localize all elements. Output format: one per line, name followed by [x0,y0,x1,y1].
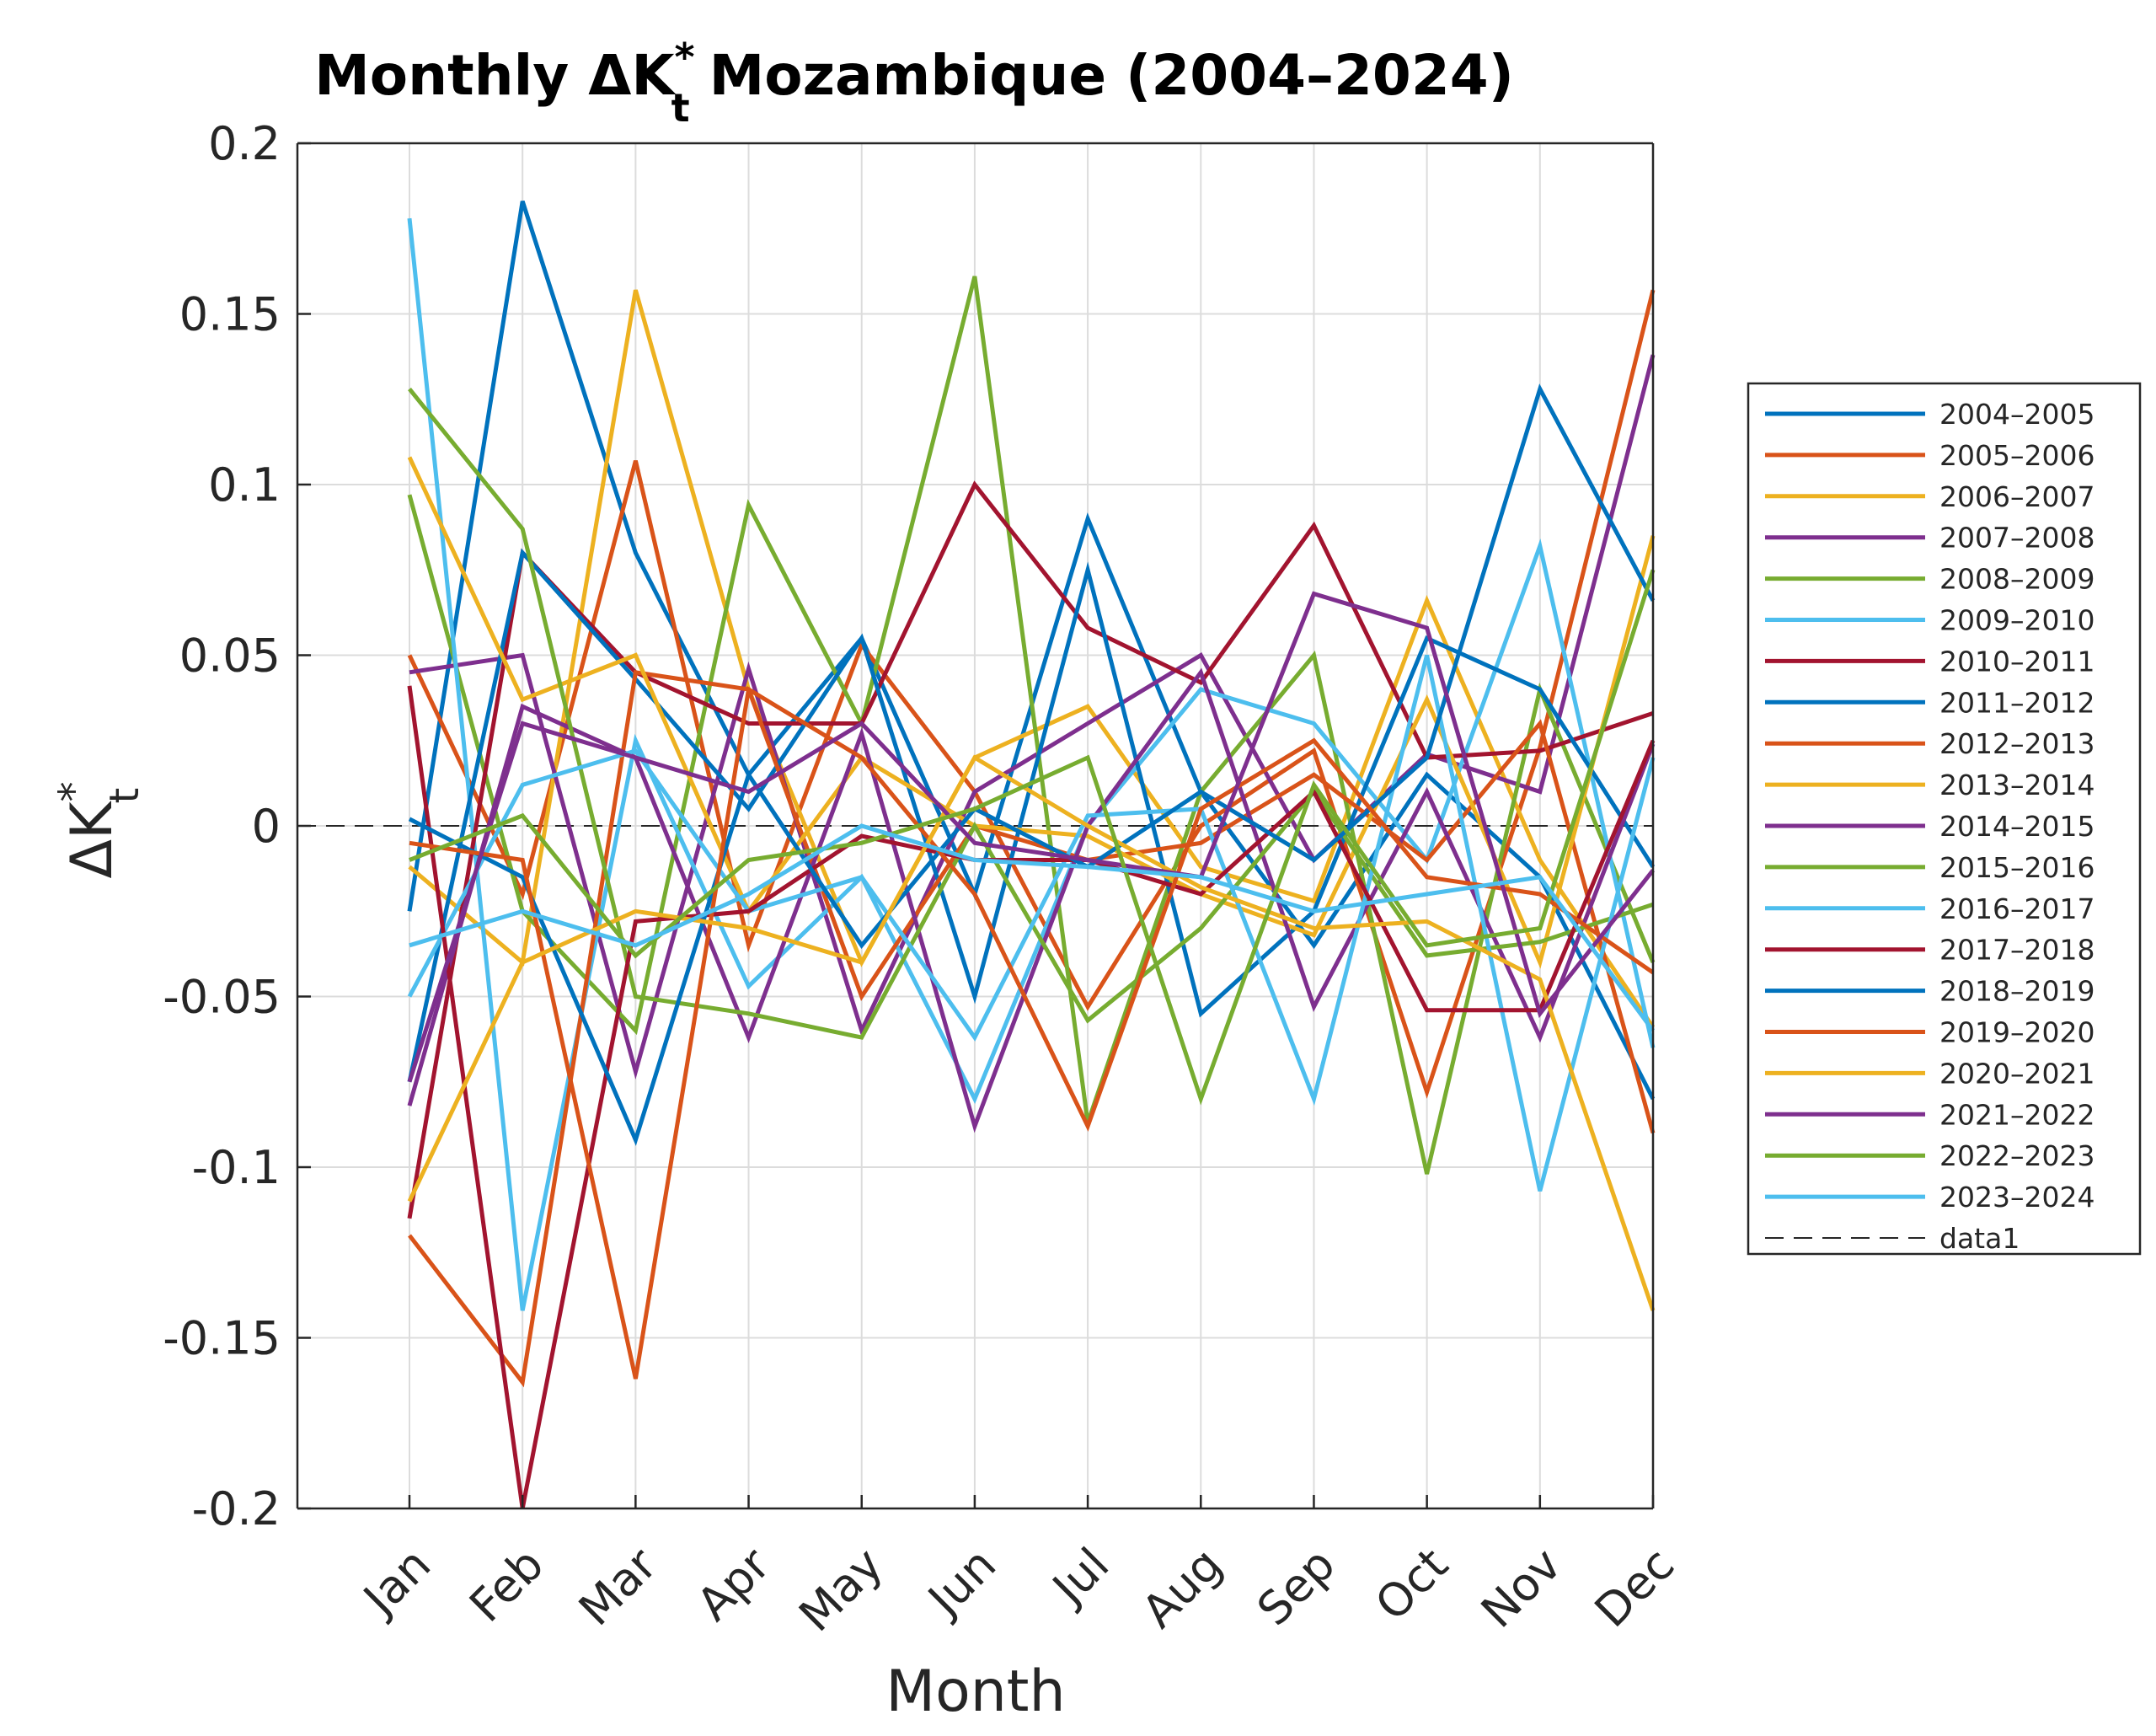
legend-label: 2012–2013 [1939,727,2094,760]
legend-label: 2020–2021 [1939,1057,2094,1090]
series-line-2005-2006 [407,289,1656,1099]
series-line-2023-2024 [409,823,1656,1032]
y-tick-label: -0.15 [163,1312,281,1365]
legend-label-reference: data1 [1939,1222,2020,1255]
y-tick-label: -0.1 [192,1141,281,1194]
series-line-2009-2010 [407,217,1656,1311]
legend-label: 2011–2012 [1939,686,2094,719]
series-line-2010-2011 [407,480,1654,1219]
legend-label: 2016–2017 [1939,892,2094,925]
legend-label: 2018–2019 [1939,975,2094,1008]
series-line-2021-2022 [407,591,1655,1083]
legend: 2004–2005 2005–2006 2006–2007 2007–2008 2008… [1747,382,2142,1256]
y-tick-label: -0.05 [163,971,281,1024]
legend-label: 2021–2022 [1939,1098,2094,1131]
legend-box [1747,382,2142,1256]
legend-label: 2015–2016 [1939,851,2094,884]
legend-label: 2013–2014 [1939,769,2094,801]
y-tick-label: -0.2 [192,1482,281,1535]
series-line-2017-2018 [407,685,1656,1509]
y-tick-label: 0.05 [179,630,281,683]
chart-title: Monthly ΔK* t Mozambique (2004–2024) [314,35,1514,131]
legend-label: 2004–2005 [1939,398,2094,431]
y-tick-label: 0.15 [179,288,281,341]
series-line-2019-2020 [409,685,1655,1380]
legend-label: 2009–2010 [1939,604,2094,637]
legend-label: 2008–2009 [1939,563,2094,596]
series-line-2006-2007 [408,289,1656,1029]
x-axis-title: Month [885,1658,1065,1725]
series-line-2022-2023 [409,569,1656,1106]
legend-label: 2007–2008 [1939,522,2094,555]
legend-label: 2019–2020 [1939,1016,2094,1049]
y-tick-label: 0.2 [208,117,281,170]
series-layer [407,201,1656,1509]
series-line-2020-2021 [407,754,1656,1311]
legend-label: 2010–2011 [1939,645,2094,678]
legend-label: 2017–2018 [1939,934,2094,967]
series-line-2016-2017 [407,654,1656,1192]
legend-label: 2014–2015 [1939,810,2094,843]
y-tick-label: 0.1 [208,458,281,512]
y-tick-label: 0 [252,800,281,853]
y-axis-title: ΔK*t [51,781,148,878]
legend-label: 2005–2006 [1939,439,2094,472]
series-line-2014-2015 [407,667,1656,1133]
legend-label: 2006–2007 [1939,480,2094,513]
series-line-2007-2008 [409,354,1656,1080]
legend-label: 2022–2023 [1939,1139,2094,1172]
legend-label: 2023–2024 [1939,1181,2094,1214]
